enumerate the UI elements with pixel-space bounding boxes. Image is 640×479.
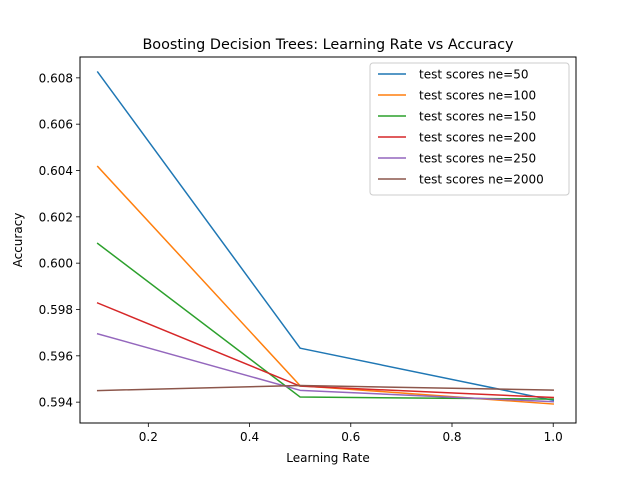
y-tick-label: 0.596 <box>39 349 73 363</box>
axes-spines <box>79 56 577 424</box>
y-axis-ticks: 0.594 0.596 0.598 0.600 0.602 0.604 0.606 0.608 <box>39 71 80 410</box>
y-tick-label: 0.600 <box>39 257 73 271</box>
x-tick-label: 0.8 <box>442 430 461 444</box>
legend-label-5: test scores ne=2000 <box>419 173 544 187</box>
legend-label-2: test scores ne=150 <box>419 110 536 124</box>
y-tick-label: 0.604 <box>39 164 73 178</box>
x-tick-label: 0.4 <box>240 430 259 444</box>
series-line-4 <box>96 332 555 403</box>
series-line-5 <box>96 384 554 392</box>
y-tick-label: 0.608 <box>39 71 73 85</box>
legend-label-4: test scores ne=250 <box>419 152 536 166</box>
series-layer <box>96 71 555 405</box>
y-tick-label: 0.602 <box>39 210 73 224</box>
x-axis-label: Learning Rate <box>286 451 369 465</box>
legend-frame <box>369 62 570 196</box>
x-tick-label: 1.0 <box>544 430 563 444</box>
legend-label-0: test scores ne=50 <box>419 68 528 82</box>
y-axis-label: Accuracy <box>11 213 25 268</box>
y-tick-label: 0.606 <box>39 118 73 132</box>
legend-label-3: test scores ne=200 <box>419 131 536 145</box>
legend-label-1: test scores ne=100 <box>419 89 536 103</box>
y-tick-label: 0.598 <box>39 303 73 317</box>
x-tick-label: 0.2 <box>139 430 158 444</box>
legend: test scores ne=50 test scores ne=100 test … <box>369 62 570 196</box>
x-axis-ticks: 0.2 0.4 0.6 0.8 1.0 <box>139 423 563 444</box>
series-line-0 <box>96 71 555 402</box>
y-tick-label: 0.594 <box>39 396 73 410</box>
chart-title: Boosting Decision Trees: Learning Rate v… <box>142 37 514 53</box>
x-tick-label: 0.6 <box>341 430 360 444</box>
